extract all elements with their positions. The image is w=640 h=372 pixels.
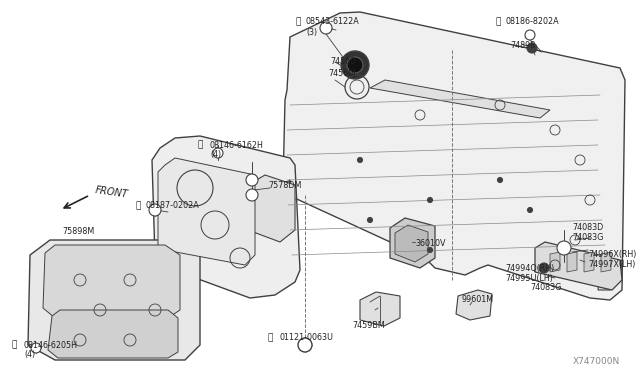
Circle shape bbox=[31, 343, 41, 353]
Polygon shape bbox=[283, 12, 625, 300]
Text: 08543-6122A: 08543-6122A bbox=[306, 17, 360, 26]
Text: 74898: 74898 bbox=[510, 42, 535, 51]
Text: 74083G: 74083G bbox=[530, 283, 561, 292]
Text: Ⓢ: Ⓢ bbox=[495, 17, 500, 26]
Polygon shape bbox=[390, 218, 435, 268]
Text: 74560: 74560 bbox=[330, 58, 355, 67]
Text: 08187-0202A: 08187-0202A bbox=[146, 202, 200, 211]
Circle shape bbox=[527, 208, 532, 212]
Circle shape bbox=[367, 218, 372, 222]
Circle shape bbox=[557, 241, 571, 255]
Text: Ⓑ: Ⓑ bbox=[12, 340, 17, 350]
Text: 99601M: 99601M bbox=[462, 295, 494, 305]
Polygon shape bbox=[158, 158, 255, 265]
Circle shape bbox=[525, 30, 535, 40]
Circle shape bbox=[149, 204, 161, 216]
Text: (4): (4) bbox=[210, 151, 221, 160]
Polygon shape bbox=[456, 290, 492, 320]
Polygon shape bbox=[28, 240, 200, 360]
Polygon shape bbox=[360, 292, 400, 326]
Text: 74996X(RH): 74996X(RH) bbox=[588, 250, 636, 260]
Text: 74995U(LH): 74995U(LH) bbox=[505, 273, 553, 282]
Text: FRONT: FRONT bbox=[94, 185, 129, 200]
Text: 74560J: 74560J bbox=[328, 70, 355, 78]
Text: 74997X(LH): 74997X(LH) bbox=[588, 260, 636, 269]
Polygon shape bbox=[43, 245, 180, 318]
Circle shape bbox=[428, 247, 433, 253]
Polygon shape bbox=[248, 175, 295, 242]
Text: 08146-6205H: 08146-6205H bbox=[23, 340, 77, 350]
Text: 74994Q(RH): 74994Q(RH) bbox=[505, 263, 554, 273]
Polygon shape bbox=[550, 252, 560, 272]
Text: Ⓑ: Ⓑ bbox=[198, 141, 204, 150]
Polygon shape bbox=[535, 242, 622, 290]
Text: Ⓢ: Ⓢ bbox=[135, 202, 140, 211]
Polygon shape bbox=[598, 260, 622, 290]
Circle shape bbox=[320, 22, 332, 34]
Circle shape bbox=[213, 148, 223, 158]
Circle shape bbox=[246, 174, 258, 186]
Text: 75898M: 75898M bbox=[62, 228, 94, 237]
Polygon shape bbox=[370, 80, 550, 118]
Text: 08146-6162H: 08146-6162H bbox=[209, 141, 263, 150]
Circle shape bbox=[428, 198, 433, 202]
Circle shape bbox=[347, 57, 363, 73]
Circle shape bbox=[341, 51, 369, 79]
Text: 36010V: 36010V bbox=[415, 240, 445, 248]
Text: 74083D: 74083D bbox=[572, 224, 604, 232]
Text: 01121-0063U: 01121-0063U bbox=[279, 334, 333, 343]
Text: Ⓢ: Ⓢ bbox=[268, 334, 273, 343]
Text: 08186-8202A: 08186-8202A bbox=[506, 17, 559, 26]
Text: 74083G: 74083G bbox=[572, 234, 604, 243]
Text: 7459BM: 7459BM bbox=[352, 321, 385, 330]
Polygon shape bbox=[152, 136, 300, 298]
Polygon shape bbox=[395, 225, 428, 262]
Text: (3): (3) bbox=[306, 28, 317, 36]
Polygon shape bbox=[601, 252, 611, 272]
Text: X747000N: X747000N bbox=[573, 357, 620, 366]
Text: (4): (4) bbox=[24, 350, 35, 359]
Circle shape bbox=[246, 189, 258, 201]
Text: Ⓢ: Ⓢ bbox=[295, 17, 300, 26]
Circle shape bbox=[539, 263, 549, 273]
Polygon shape bbox=[567, 252, 577, 272]
Polygon shape bbox=[48, 310, 178, 358]
Circle shape bbox=[527, 43, 537, 53]
Text: 7578DM: 7578DM bbox=[268, 180, 301, 189]
Polygon shape bbox=[584, 252, 594, 272]
Circle shape bbox=[497, 177, 502, 183]
Circle shape bbox=[358, 157, 362, 163]
Circle shape bbox=[298, 338, 312, 352]
Polygon shape bbox=[283, 180, 295, 208]
